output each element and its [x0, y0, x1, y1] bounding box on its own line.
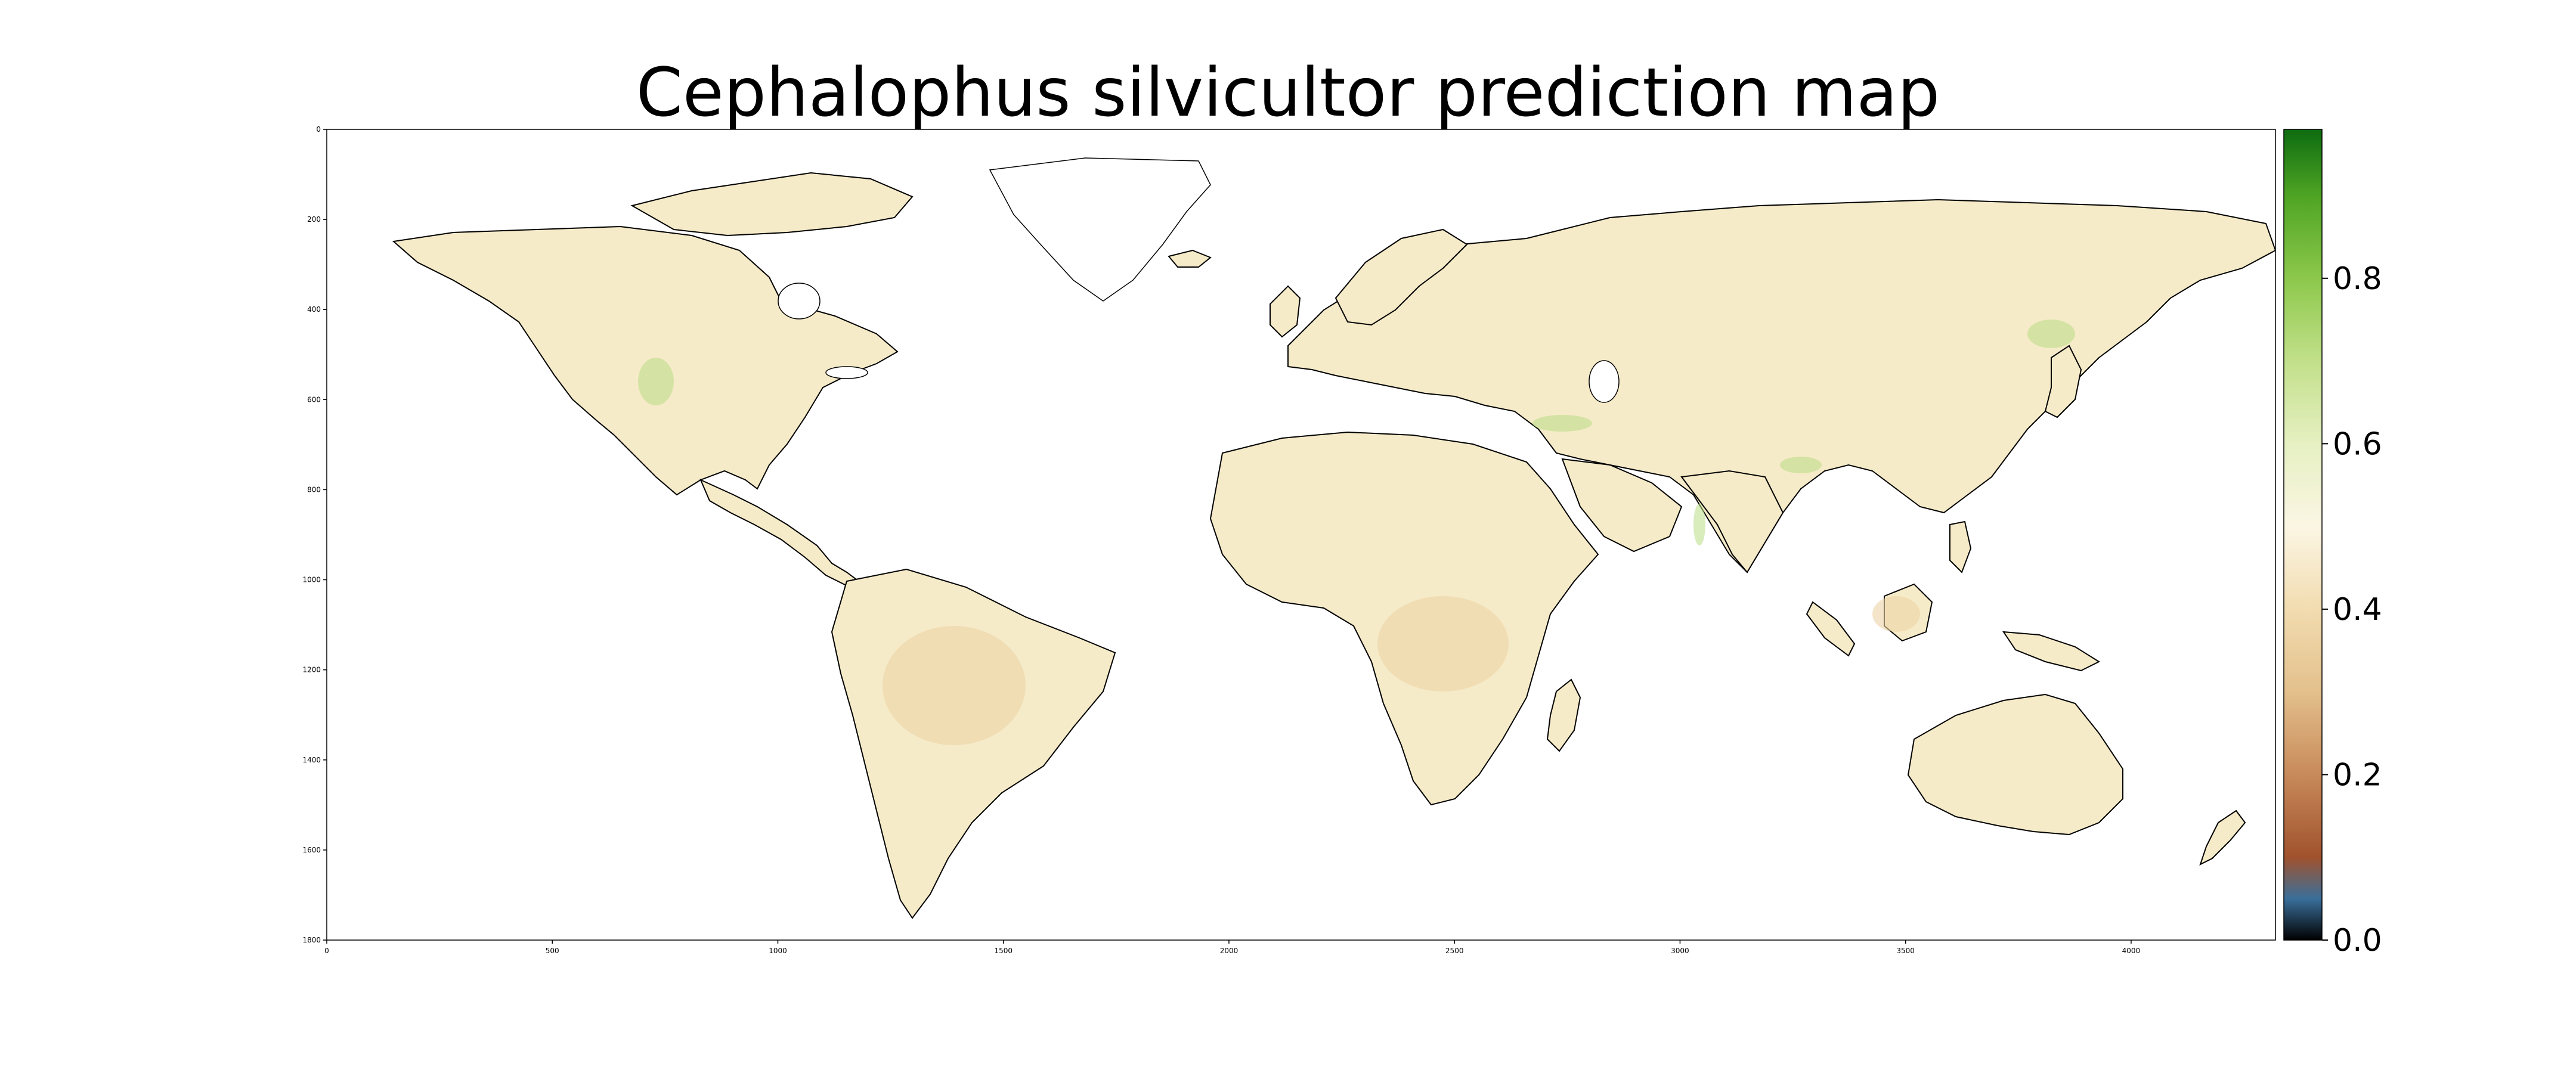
north-america	[392, 225, 899, 496]
x-axis-ticks: 0 500 1000 1500 2000 2500 3000 3500 4000	[324, 940, 2140, 955]
eurasia	[1287, 199, 2275, 573]
colorbar-tick-label: 0.6	[2333, 426, 2382, 462]
japan	[2044, 345, 2082, 418]
new-zealand	[2199, 810, 2246, 866]
new-guinea	[2002, 631, 2101, 672]
y-tick-label: 0	[316, 125, 321, 134]
y-tick-label: 200	[307, 215, 321, 224]
arabian-peninsula	[1561, 458, 1683, 553]
y-tick-label: 1000	[302, 576, 321, 584]
x-tick-label: 3500	[1896, 947, 1915, 955]
colorbar-tick-label: 0.0	[2333, 923, 2382, 959]
landmasses	[392, 157, 2275, 919]
greenland	[989, 157, 1211, 302]
colorbar-tick-label: 0.2	[2333, 757, 2382, 793]
colorbar-tick-label: 0.4	[2333, 592, 2382, 628]
iceland	[1168, 249, 1212, 268]
y-tick-label: 800	[307, 485, 321, 494]
australia	[1907, 693, 2123, 836]
map-area	[327, 129, 2275, 940]
map-frame	[326, 129, 2276, 941]
x-tick-label: 3000	[1671, 947, 1689, 955]
y-tick-label: 1800	[302, 936, 321, 944]
y-tick-label: 1200	[302, 666, 321, 674]
colorbar-gradient	[2283, 129, 2323, 941]
green-highlights	[638, 320, 2075, 545]
y-tick-label: 400	[307, 305, 321, 314]
x-tick-label: 2500	[1445, 947, 1464, 955]
colorbar: 0.0 0.2 0.4 0.6 0.8	[2283, 129, 2382, 959]
colorbar-tick-label: 0.8	[2333, 261, 2382, 297]
colorbar-ticks: 0.0 0.2 0.4 0.6 0.8	[2322, 261, 2382, 959]
y-axis-ticks: 0 200 400 600 800 1000 1200 1400 1600 1800	[302, 125, 327, 944]
tan-regions	[883, 596, 1920, 745]
x-tick-label: 1000	[769, 947, 787, 955]
x-tick-label: 500	[546, 947, 559, 955]
y-tick-label: 1400	[302, 756, 321, 764]
x-tick-label: 2000	[1220, 947, 1239, 955]
map-title: Cephalophus silvicultor prediction map	[636, 54, 1940, 132]
indian-subcontinent	[1680, 470, 1784, 573]
y-tick-label: 1600	[302, 846, 321, 854]
sumatra	[1806, 601, 1856, 657]
british-isles	[1270, 285, 1301, 338]
x-tick-label: 4000	[2122, 947, 2141, 955]
arctic-islands	[630, 172, 914, 237]
madagascar	[1546, 678, 1581, 752]
y-tick-label: 600	[307, 395, 321, 404]
x-tick-label: 0	[324, 947, 329, 955]
x-tick-label: 1500	[994, 947, 1013, 955]
lakes	[778, 283, 1620, 403]
scandinavia	[1335, 228, 1468, 326]
philippines	[1949, 520, 1972, 573]
